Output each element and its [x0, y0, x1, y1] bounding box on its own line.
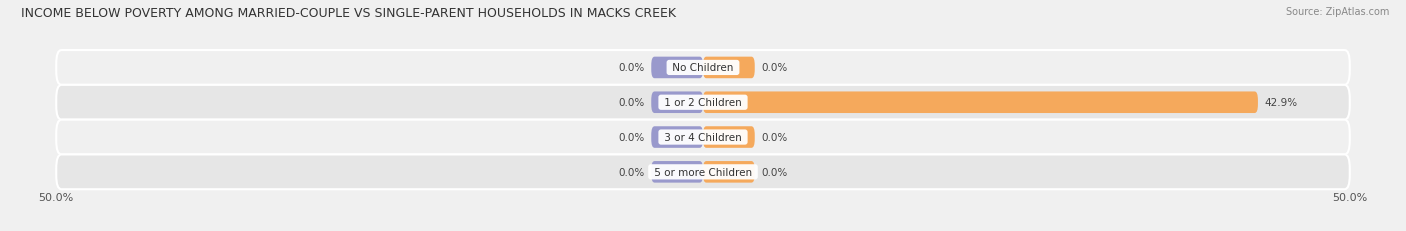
- FancyBboxPatch shape: [651, 161, 703, 183]
- FancyBboxPatch shape: [651, 127, 703, 148]
- Text: 5 or more Children: 5 or more Children: [651, 167, 755, 177]
- FancyBboxPatch shape: [56, 85, 1350, 120]
- FancyBboxPatch shape: [651, 57, 703, 79]
- FancyBboxPatch shape: [703, 92, 1258, 113]
- Text: 42.9%: 42.9%: [1264, 98, 1298, 108]
- FancyBboxPatch shape: [651, 92, 703, 113]
- Text: 0.0%: 0.0%: [619, 132, 645, 143]
- FancyBboxPatch shape: [703, 57, 755, 79]
- Text: 0.0%: 0.0%: [619, 98, 645, 108]
- Text: 0.0%: 0.0%: [619, 63, 645, 73]
- Text: No Children: No Children: [669, 63, 737, 73]
- Text: 0.0%: 0.0%: [761, 132, 787, 143]
- Text: 0.0%: 0.0%: [761, 63, 787, 73]
- Text: 1 or 2 Children: 1 or 2 Children: [661, 98, 745, 108]
- FancyBboxPatch shape: [56, 120, 1350, 155]
- Text: 0.0%: 0.0%: [761, 167, 787, 177]
- FancyBboxPatch shape: [56, 51, 1350, 85]
- FancyBboxPatch shape: [703, 127, 755, 148]
- FancyBboxPatch shape: [56, 155, 1350, 189]
- Text: 0.0%: 0.0%: [619, 167, 645, 177]
- FancyBboxPatch shape: [703, 161, 755, 183]
- Text: 3 or 4 Children: 3 or 4 Children: [661, 132, 745, 143]
- Text: Source: ZipAtlas.com: Source: ZipAtlas.com: [1285, 7, 1389, 17]
- Text: INCOME BELOW POVERTY AMONG MARRIED-COUPLE VS SINGLE-PARENT HOUSEHOLDS IN MACKS C: INCOME BELOW POVERTY AMONG MARRIED-COUPL…: [21, 7, 676, 20]
